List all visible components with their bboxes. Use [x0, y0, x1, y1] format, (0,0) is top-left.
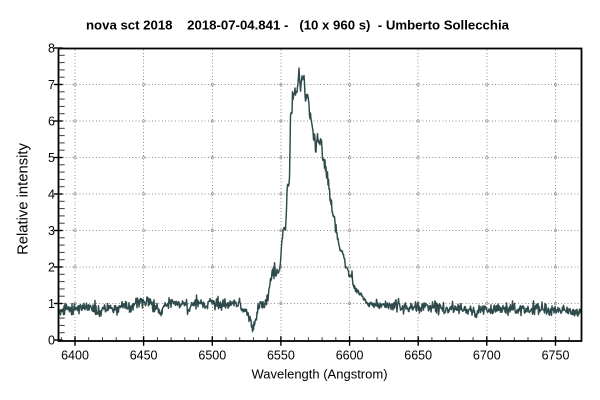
- svg-text:6450: 6450: [130, 349, 158, 363]
- svg-text:6: 6: [48, 114, 55, 128]
- svg-text:6600: 6600: [336, 349, 364, 363]
- svg-text:6650: 6650: [404, 349, 432, 363]
- svg-text:3: 3: [48, 224, 55, 238]
- svg-text:2: 2: [48, 260, 55, 274]
- svg-text:nova sct 2018 2018-07-04.84: nova sct 2018 2018-07-04.841 - (10 x 960…: [86, 18, 510, 33]
- svg-text:8: 8: [48, 41, 55, 55]
- svg-text:0: 0: [48, 333, 55, 347]
- svg-text:1: 1: [48, 297, 55, 311]
- svg-text:6500: 6500: [198, 349, 226, 363]
- svg-text:5: 5: [48, 151, 55, 165]
- svg-text:4: 4: [48, 187, 55, 201]
- svg-text:6700: 6700: [473, 349, 501, 363]
- svg-text:6400: 6400: [61, 349, 89, 363]
- svg-text:Relative intensity: Relative intensity: [16, 142, 32, 254]
- svg-text:7: 7: [48, 78, 55, 92]
- svg-text:6550: 6550: [267, 349, 295, 363]
- svg-text:Wavelength (Angstrom): Wavelength (Angstrom): [251, 367, 387, 382]
- svg-text:6750: 6750: [542, 349, 570, 363]
